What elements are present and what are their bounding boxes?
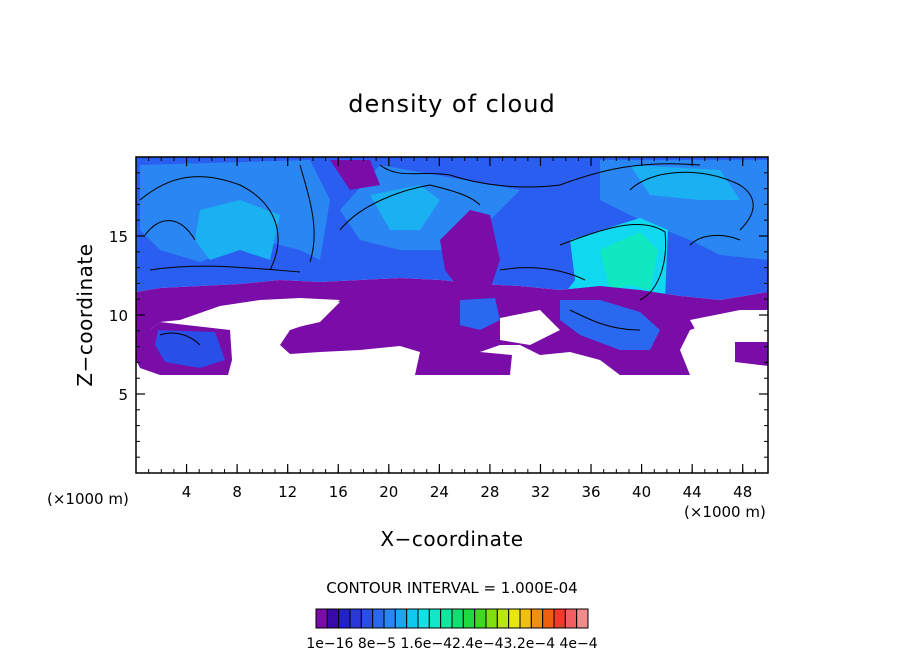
x-tick-label: 28 xyxy=(480,483,499,501)
colorbar-swatch xyxy=(417,608,430,629)
x-unit-right: (×1000 m) xyxy=(684,503,766,521)
colorbar-swatch xyxy=(485,608,498,629)
chart-title: density of cloud xyxy=(348,90,555,118)
field-white-gap-2 xyxy=(500,310,560,345)
y-tick-label: 5 xyxy=(118,386,128,404)
colorbar-swatch xyxy=(508,608,521,629)
field-purple-band xyxy=(136,278,768,375)
colorbar-swatch xyxy=(496,608,510,629)
field-white-gap-3 xyxy=(690,310,768,340)
colorbar-swatch xyxy=(326,608,340,629)
x-tick-label: 12 xyxy=(278,483,297,501)
field-light-blue-3 xyxy=(630,165,740,200)
colorbar-swatch xyxy=(383,608,396,629)
y-axis: 5 10 15 xyxy=(109,172,768,458)
colorbar-labels: 1e−16 8e−5 1.6e−42.4e−43.2e−4 4e−4 xyxy=(306,636,597,652)
colorbar-swatch xyxy=(462,608,476,629)
colorbar-swatch xyxy=(394,608,408,629)
field-light-blue-2 xyxy=(370,185,440,230)
x-tick-label: 44 xyxy=(683,483,702,501)
colorbar-swatch xyxy=(451,608,464,629)
x-tick-label: 4 xyxy=(182,483,192,501)
x-axis: 4 8 12 16 20 24 28 32 36 40 44 48 xyxy=(148,157,756,501)
colorbar-swatch xyxy=(474,608,487,629)
field-blue-pocket-2 xyxy=(560,300,660,350)
field-blue-pocket-3 xyxy=(460,298,500,330)
x-tick-label: 20 xyxy=(379,483,398,501)
field-purple-tower xyxy=(330,160,380,190)
x-tick-label: 24 xyxy=(430,483,449,501)
contour-interval: CONTOUR INTERVAL = 1.000E-04 xyxy=(326,579,577,597)
field-light-blue xyxy=(195,200,280,260)
colorbar-swatch xyxy=(542,608,555,629)
field-purple-column xyxy=(440,210,500,290)
colorbar-swatch xyxy=(360,608,374,629)
colorbar-swatch xyxy=(406,608,419,629)
x-tick-label: 8 xyxy=(232,483,242,501)
field-purple-right xyxy=(735,342,768,366)
colorbar-swatch xyxy=(338,608,351,629)
field-blue-pocket xyxy=(155,330,225,368)
colorbar-swatch xyxy=(440,608,453,629)
x-tick-label: 16 xyxy=(329,483,348,501)
x-tick-label: 48 xyxy=(733,483,752,501)
colorbar-swatch xyxy=(428,608,442,629)
colorbar-swatch xyxy=(315,608,328,629)
x-tick-label: 32 xyxy=(531,483,550,501)
field-purple-lower-mid xyxy=(415,352,512,375)
x-axis-label: X−coordinate xyxy=(380,527,523,551)
density-field xyxy=(136,157,768,473)
colorbar-swatch xyxy=(576,608,589,629)
y-tick-label: 15 xyxy=(109,228,128,246)
x-unit-left: (×1000 m) xyxy=(47,490,129,508)
field-white-gap xyxy=(220,300,340,330)
field-teal-core xyxy=(600,232,658,290)
colorbar-swatch xyxy=(519,608,532,629)
colorbar-swatch xyxy=(553,608,566,629)
x-tick-label: 36 xyxy=(581,483,600,501)
colorbar-swatch xyxy=(372,608,385,629)
x-tick-label: 40 xyxy=(632,483,651,501)
colorbar-swatch xyxy=(530,608,544,629)
y-tick-label: 10 xyxy=(109,307,128,325)
y-axis-label: Z−coordinate xyxy=(73,243,97,386)
colorbar-swatch xyxy=(349,608,362,629)
colorbar-swatch xyxy=(564,608,578,629)
colorbar xyxy=(315,608,589,629)
contour-lines xyxy=(139,163,754,346)
